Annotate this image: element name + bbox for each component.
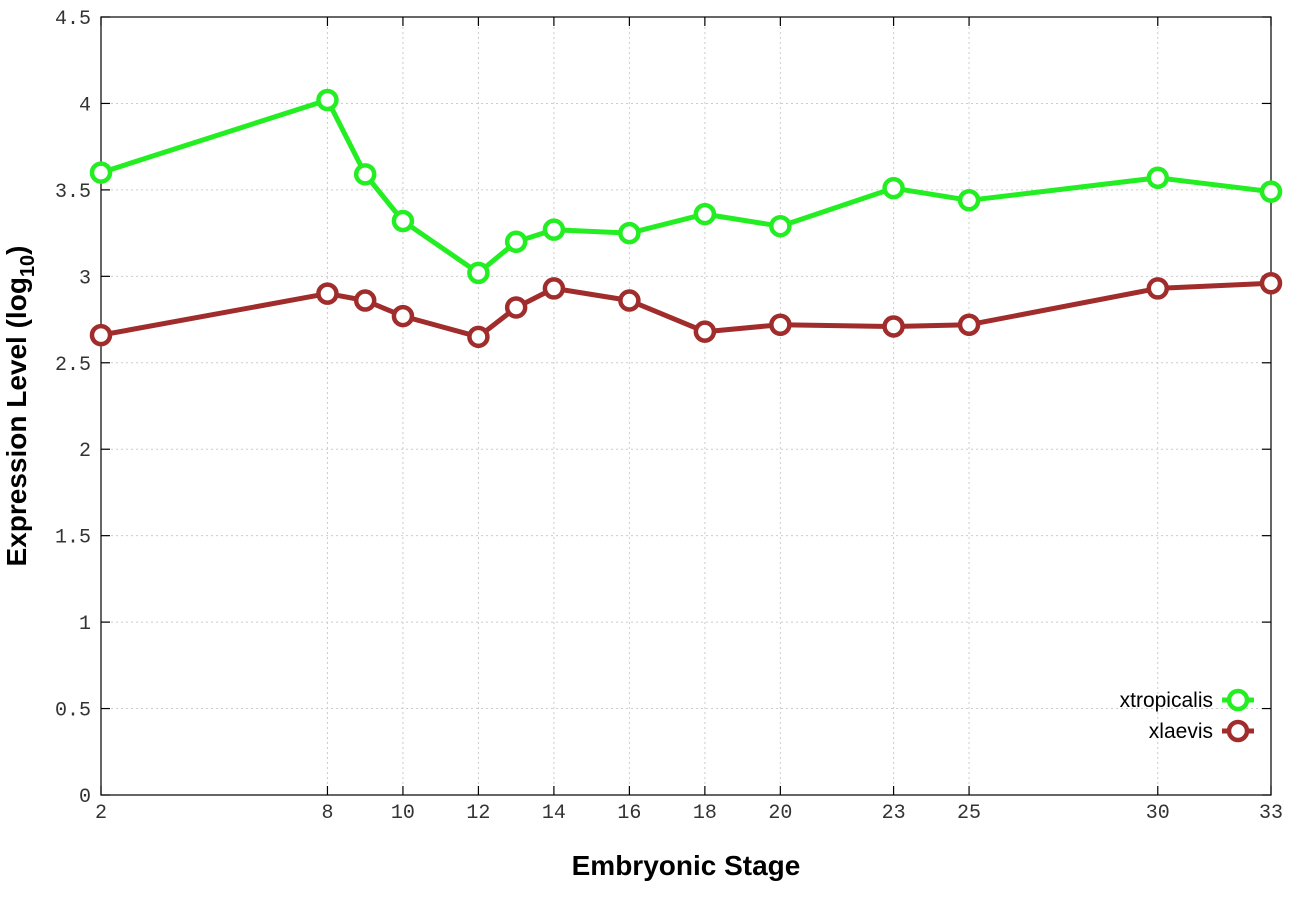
y-tick-label: 4 — [79, 94, 91, 117]
x-tick-label: 18 — [693, 802, 717, 825]
legend: xtropicalis xlaevis — [1120, 688, 1254, 743]
data-point-xtropicalis — [769, 214, 792, 238]
data-point-xtropicalis — [391, 209, 415, 233]
x-tick-label: 23 — [882, 802, 906, 825]
data-point-xlaevis — [353, 289, 377, 312]
y-tick-label: 3.5 — [55, 181, 91, 204]
data-point-xlaevis — [693, 320, 717, 343]
data-point-xlaevis — [504, 296, 528, 319]
legend-marker-xlaevis — [1226, 719, 1250, 743]
data-point-xlaevis — [957, 313, 981, 336]
y-tick-label: 0 — [79, 786, 91, 809]
y-axis-title-subscript: 10 — [17, 255, 39, 277]
data-point-xtropicalis — [693, 202, 717, 226]
plot-area-frame — [100, 16, 1272, 796]
series-xlaevis — [89, 271, 1283, 349]
x-tick-label: 20 — [768, 802, 792, 825]
data-point-xtropicalis — [957, 189, 981, 212]
x-tick-label: 30 — [1146, 802, 1170, 825]
x-tick-label: 8 — [321, 802, 333, 825]
y-tick-label: 4.5 — [55, 8, 91, 31]
x-axis-title: Embryonic Stage — [572, 850, 801, 881]
series-line-xlaevis — [100, 280, 1272, 340]
x-tick-label: 25 — [957, 802, 981, 825]
x-tick-label: 12 — [466, 802, 490, 825]
y-axis-title: Expression Level (log10) — [1, 246, 39, 567]
data-point-xtropicalis — [1146, 166, 1170, 190]
y-tick-label: 2.5 — [55, 354, 91, 377]
data-point-xlaevis — [391, 304, 415, 328]
data-point-xtropicalis — [467, 261, 490, 285]
legend-marker-xtropicalis — [1226, 688, 1250, 712]
x-tick-label: 2 — [95, 802, 107, 825]
y-tick-label: 1.5 — [55, 527, 91, 550]
series-line-xtropicalis — [100, 97, 1272, 276]
data-point-xlaevis — [89, 323, 113, 347]
data-point-xlaevis — [542, 277, 566, 300]
data-point-xtropicalis — [353, 163, 377, 186]
data-point-xlaevis — [1146, 277, 1170, 300]
x-tick-label: 14 — [542, 802, 566, 825]
y-tick-label: 0.5 — [55, 700, 91, 723]
data-series — [89, 88, 1283, 349]
series-xtropicalis — [89, 88, 1283, 285]
data-point-xtropicalis — [882, 176, 905, 200]
x-tick-label: 16 — [617, 802, 641, 825]
y-tick-label: 2 — [79, 440, 91, 463]
data-point-xtropicalis — [1259, 180, 1283, 203]
data-point-xtropicalis — [89, 161, 113, 184]
x-tick-label: 33 — [1259, 802, 1283, 825]
legend-label-xtropicalis: xtropicalis — [1120, 689, 1213, 712]
data-point-xlaevis — [1259, 271, 1283, 295]
x-tick-label: 10 — [391, 802, 415, 825]
data-point-xtropicalis — [316, 88, 339, 112]
legend-label-xlaevis: xlaevis — [1149, 720, 1213, 743]
y-tick-label: 1 — [79, 613, 91, 636]
axis-ticks: 0 0.5 1 1.5 2 2.5 3 3.5 4 4.5 2 8 10 12 14 16 18 20 23 25 30… — [55, 8, 1283, 825]
data-point-xtropicalis — [618, 221, 641, 245]
data-point-xlaevis — [769, 313, 792, 336]
data-point-xtropicalis — [542, 218, 566, 241]
y-tick-label: 3 — [79, 267, 91, 290]
data-point-xlaevis — [882, 315, 905, 338]
grid — [101, 17, 1271, 795]
y-axis-title-main: Expression Level (log — [1, 277, 32, 566]
y-axis-title-close: ) — [1, 246, 32, 255]
data-point-xlaevis — [618, 289, 641, 312]
data-point-xlaevis — [316, 282, 339, 305]
data-point-xlaevis — [467, 325, 490, 349]
data-point-xtropicalis — [504, 230, 528, 254]
